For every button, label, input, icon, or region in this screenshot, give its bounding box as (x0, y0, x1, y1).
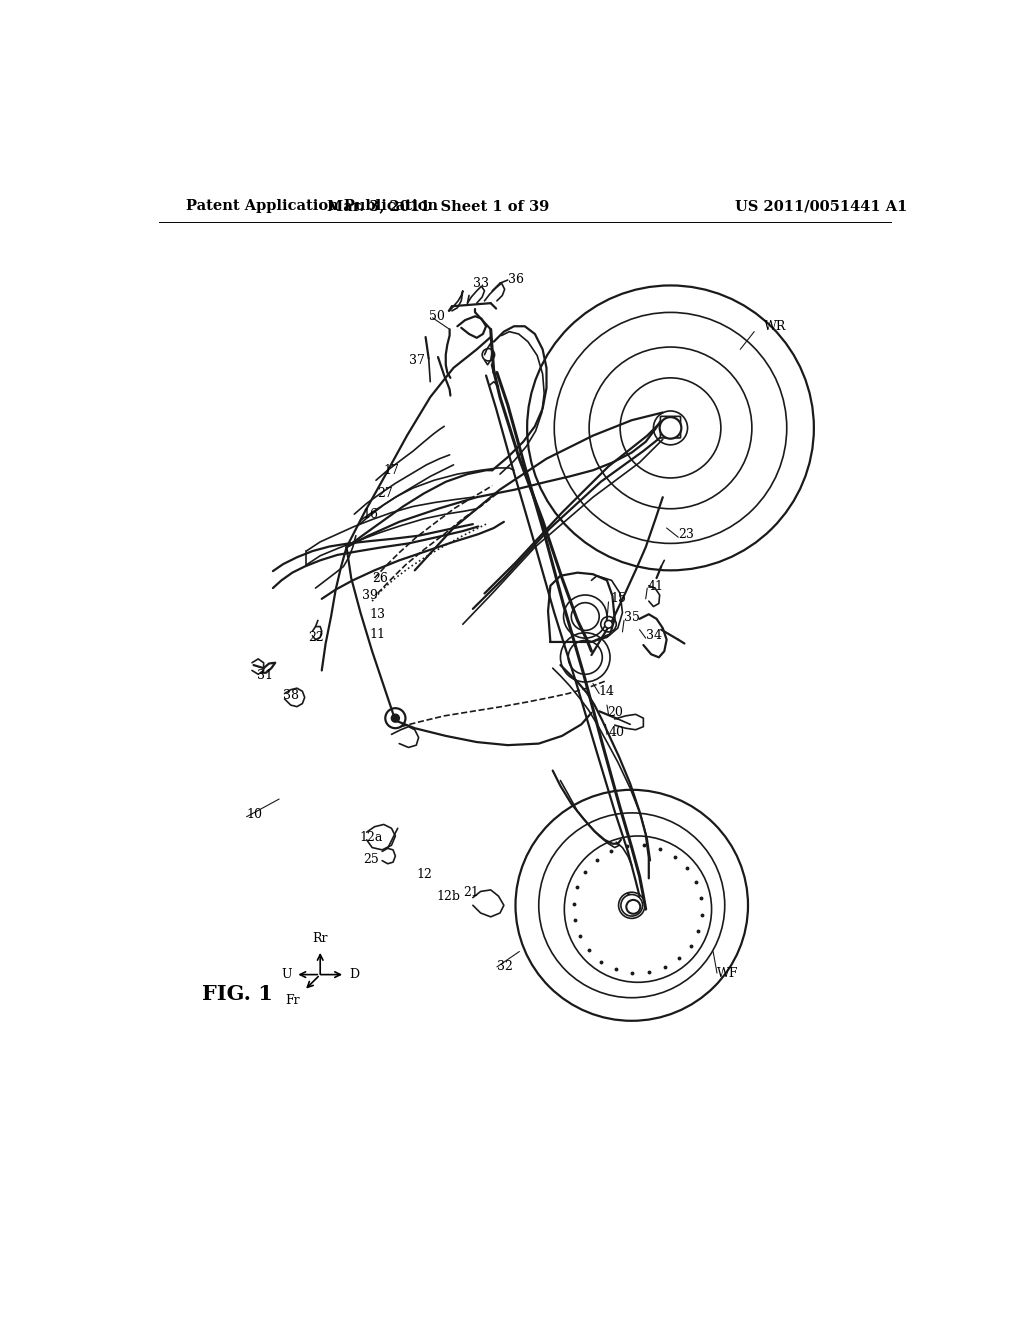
Text: U: U (281, 968, 292, 981)
Text: 21: 21 (464, 887, 479, 899)
Text: 11: 11 (370, 628, 386, 640)
Text: 26: 26 (372, 572, 388, 585)
Text: US 2011/0051441 A1: US 2011/0051441 A1 (735, 199, 908, 213)
Text: 12b: 12b (436, 890, 461, 903)
Text: WF: WF (717, 966, 738, 979)
Text: 14: 14 (598, 685, 614, 698)
Text: Rr: Rr (312, 932, 328, 945)
Text: 35: 35 (624, 611, 640, 624)
Circle shape (659, 417, 681, 438)
Text: 10: 10 (247, 808, 262, 821)
Circle shape (604, 620, 612, 628)
Text: 39: 39 (362, 589, 378, 602)
Text: 34: 34 (646, 630, 662, 643)
Text: 13: 13 (370, 607, 386, 620)
FancyBboxPatch shape (660, 416, 681, 438)
Text: 31: 31 (257, 669, 273, 682)
Text: 41: 41 (647, 579, 664, 593)
Text: 37: 37 (410, 354, 425, 367)
Text: 22: 22 (308, 631, 324, 644)
Text: 12: 12 (417, 869, 432, 880)
Text: 15: 15 (610, 593, 626, 606)
Text: 17: 17 (384, 463, 399, 477)
Text: Fr: Fr (285, 994, 299, 1007)
Text: 50: 50 (429, 310, 444, 323)
Text: 16: 16 (362, 508, 378, 520)
Text: Mar. 3, 2011  Sheet 1 of 39: Mar. 3, 2011 Sheet 1 of 39 (327, 199, 549, 213)
Text: FIG. 1: FIG. 1 (202, 983, 272, 1003)
Circle shape (391, 714, 399, 722)
Text: 38: 38 (283, 689, 299, 702)
Text: 40: 40 (608, 726, 625, 739)
Text: 23: 23 (678, 528, 694, 541)
Circle shape (621, 895, 643, 916)
Text: 25: 25 (364, 853, 379, 866)
Text: 12a: 12a (359, 832, 382, 843)
Text: 36: 36 (508, 273, 523, 286)
Text: Patent Application Publication: Patent Application Publication (186, 199, 438, 213)
Text: 27: 27 (378, 487, 393, 500)
Text: WR: WR (764, 319, 785, 333)
Text: 33: 33 (473, 277, 488, 289)
Text: D: D (349, 968, 359, 981)
Text: 32: 32 (497, 961, 513, 973)
Text: 20: 20 (607, 706, 623, 719)
